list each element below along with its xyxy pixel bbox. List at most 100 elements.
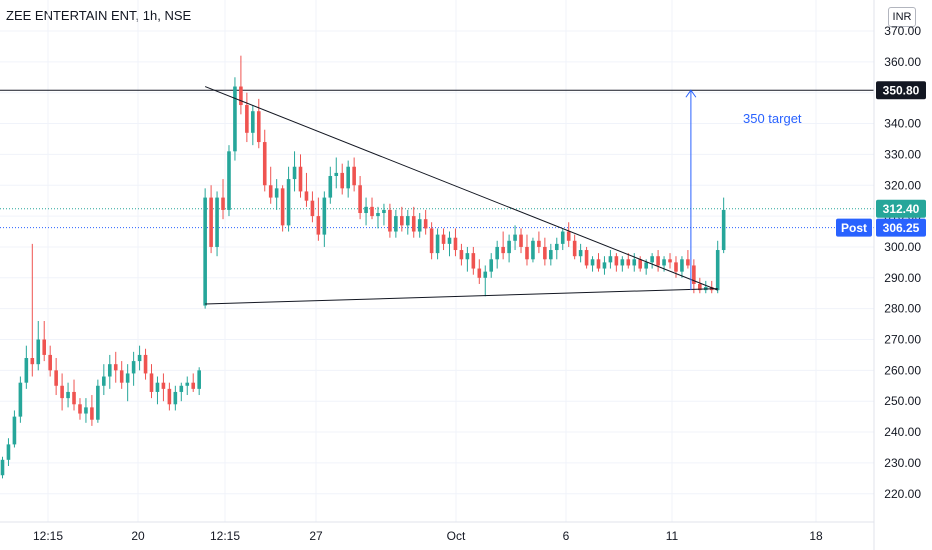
- target-arrow[interactable]: [685, 89, 697, 291]
- candle: [513, 225, 517, 251]
- candle-body: [650, 256, 654, 263]
- candle-body: [584, 250, 589, 266]
- candle-body: [554, 243, 559, 251]
- candle: [400, 206, 404, 232]
- candle-body: [316, 216, 321, 235]
- y-tick-label: 220.00: [884, 487, 921, 501]
- candle: [274, 179, 279, 210]
- target-annotation[interactable]: 350 target: [743, 111, 802, 126]
- candle: [686, 250, 690, 269]
- y-tick-label: 240.00: [884, 425, 921, 439]
- candle: [554, 237, 559, 260]
- x-tick-label: 12:15: [33, 529, 63, 543]
- candle: [262, 129, 267, 192]
- candle-body: [54, 370, 58, 386]
- y-tick-label: 360.00: [884, 55, 921, 69]
- candle-body: [18, 382, 23, 417]
- candle: [239, 55, 243, 115]
- candle-body: [364, 206, 368, 214]
- candle: [471, 246, 476, 275]
- candle-body: [215, 197, 219, 247]
- candle: [221, 179, 225, 220]
- candle: [0, 456, 5, 479]
- candle-body: [423, 219, 428, 229]
- candle: [441, 228, 446, 251]
- candle-body: [102, 376, 106, 386]
- candle-body: [298, 166, 303, 192]
- price-label-bg: [876, 199, 926, 218]
- candle: [30, 243, 35, 377]
- candle-body: [715, 250, 720, 291]
- price-label-value: 350.80: [883, 84, 920, 98]
- candle: [42, 320, 47, 362]
- candle: [656, 250, 660, 272]
- target-arrow-head: [685, 89, 697, 98]
- candle: [376, 206, 380, 229]
- candle-body: [233, 86, 237, 152]
- candle-body: [370, 206, 374, 217]
- candle: [543, 237, 547, 266]
- x-tick-label: 12:15: [210, 529, 240, 543]
- candle-body: [417, 219, 422, 232]
- candle-body: [322, 197, 327, 235]
- time-axis[interactable]: 12:15 20 12:15 27 Oct 6 11 18: [33, 529, 823, 543]
- candle-body: [483, 271, 488, 278]
- candle: [167, 382, 172, 411]
- candle: [268, 166, 273, 204]
- candle-body: [328, 175, 333, 198]
- candle-body: [596, 259, 601, 269]
- candle: [304, 172, 309, 207]
- candle-body: [310, 200, 315, 217]
- candle-body: [60, 385, 64, 399]
- candle-body: [6, 444, 11, 460]
- candle: [191, 373, 196, 392]
- candle-body: [30, 358, 35, 365]
- candle: [417, 213, 422, 238]
- candle: [209, 185, 213, 254]
- grid-lines: [0, 0, 874, 522]
- candle-body: [280, 188, 285, 226]
- candle: [54, 358, 58, 396]
- candle: [179, 382, 184, 402]
- candle: [698, 277, 702, 294]
- candle-body: [721, 209, 726, 251]
- price-labels: 350.80 312.40 306.25 Post: [836, 81, 926, 237]
- candle: [155, 376, 160, 405]
- candle-body: [376, 213, 380, 217]
- candle: [227, 145, 231, 217]
- candle: [161, 373, 166, 402]
- post-tag-bg: [836, 218, 872, 237]
- trend-lines[interactable]: [204, 86, 718, 305]
- candle: [531, 237, 535, 263]
- candle-body: [537, 240, 541, 247]
- candle: [519, 228, 523, 254]
- candle: [429, 222, 434, 260]
- candle-body: [608, 256, 613, 263]
- candle: [721, 197, 726, 254]
- candle: [680, 256, 684, 278]
- candle-body: [656, 256, 660, 266]
- candle-body: [686, 259, 690, 266]
- currency-label[interactable]: INR: [888, 7, 916, 27]
- y-tick-label: 370.00: [884, 24, 921, 38]
- candle-body: [602, 262, 607, 269]
- trend-line-lower[interactable]: [205, 288, 718, 305]
- candle: [197, 367, 201, 396]
- candles: [0, 55, 726, 479]
- candle-body: [36, 339, 41, 365]
- candle: [36, 320, 41, 371]
- candle: [364, 197, 368, 226]
- candle: [298, 154, 303, 198]
- candle-body: [662, 259, 666, 266]
- candle-body: [382, 209, 386, 214]
- candle-body: [179, 385, 184, 392]
- candle: [423, 209, 428, 235]
- candle-body: [113, 364, 118, 371]
- candle: [501, 231, 505, 260]
- candle: [96, 379, 100, 423]
- candle-body: [209, 197, 213, 247]
- candle: [245, 92, 249, 143]
- trend-line-upper[interactable]: [204, 86, 718, 291]
- y-tick-label: 320.00: [884, 178, 921, 192]
